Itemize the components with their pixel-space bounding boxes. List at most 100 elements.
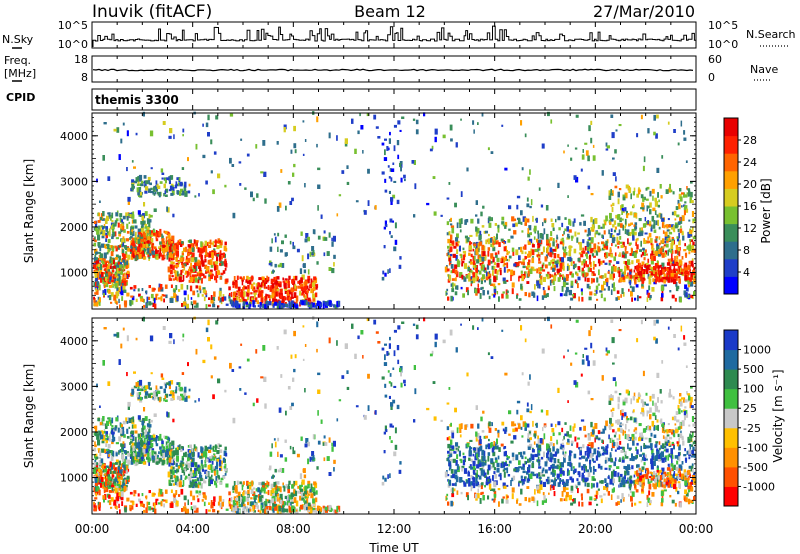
power-cell [293, 283, 295, 289]
power-cell [546, 247, 549, 253]
velocity-cell [171, 453, 174, 459]
velocity-cell [214, 480, 217, 486]
power-cell [547, 271, 550, 274]
velocity-cell [155, 459, 159, 462]
velocity-cell [131, 456, 135, 462]
power-cell [99, 217, 103, 221]
velocity-cell [183, 471, 186, 476]
power-cell [216, 245, 220, 250]
velocity-cell [163, 503, 165, 508]
velocity-cell [97, 448, 101, 451]
power-cell [468, 240, 471, 246]
power-cell [165, 188, 169, 193]
power-cell [201, 294, 204, 297]
velocity-cell [142, 425, 146, 431]
velocity-cell [178, 382, 181, 386]
power-cell [234, 280, 238, 283]
power-cell [656, 214, 659, 218]
velocity-cell [137, 493, 140, 497]
y-tick-label: 1000 [60, 267, 88, 280]
power-cell [116, 287, 119, 292]
power-cell [527, 228, 530, 234]
power-cell [570, 280, 574, 286]
power-cell [641, 279, 644, 284]
power-cell [461, 260, 465, 264]
power-cell [659, 242, 661, 246]
power-cell [577, 283, 579, 289]
power-cell [243, 291, 246, 297]
power-cell [367, 200, 370, 206]
power-cell [573, 293, 576, 298]
power-cell [660, 269, 663, 276]
power-cell [597, 283, 600, 286]
power-cell [534, 248, 538, 253]
power-cell [213, 263, 216, 266]
velocity-cell [116, 495, 120, 502]
power-cell [468, 245, 472, 251]
velocity-cell [131, 434, 134, 439]
velocity-cell [128, 426, 131, 429]
power-cell [477, 278, 480, 283]
power-cell [299, 290, 302, 296]
velocity-cell [182, 480, 185, 486]
power-cell [223, 296, 227, 301]
power-cell [283, 296, 286, 301]
power-cell [671, 247, 674, 252]
power-cell [205, 271, 208, 274]
velocity-cell [246, 485, 250, 489]
power-cell [140, 233, 143, 237]
power-cell [175, 295, 178, 302]
power-cell [626, 213, 630, 216]
power-cell [168, 252, 172, 259]
velocity-cell [138, 459, 142, 464]
power-cell [605, 142, 608, 147]
power-cell [641, 227, 643, 233]
power-cell [686, 270, 689, 274]
power-cell [324, 237, 328, 241]
power-cell [460, 254, 463, 259]
power-cell [262, 303, 265, 308]
velocity-cell [212, 502, 216, 507]
power-cell [593, 255, 596, 258]
power-cell [561, 237, 564, 240]
power-cell [246, 280, 250, 284]
velocity-cell [125, 486, 128, 491]
power-cell [276, 291, 279, 294]
power-cell [693, 248, 697, 253]
power-cell [618, 124, 622, 127]
velocity-cell [101, 423, 105, 426]
power-cell [105, 226, 108, 232]
power-cell [559, 269, 562, 272]
power-cell [565, 290, 568, 297]
velocity-cell [140, 501, 144, 507]
power-cell [527, 262, 530, 265]
power-cell [690, 191, 693, 198]
power-cell [217, 173, 221, 179]
power-cell [143, 202, 146, 207]
power-cell [469, 268, 472, 273]
power-cell [132, 211, 135, 218]
power-cell [158, 253, 161, 259]
power-cell [195, 143, 198, 150]
power-cell [162, 294, 166, 297]
power-cell [686, 245, 690, 250]
power-cell [273, 296, 276, 299]
power-cell [612, 273, 615, 279]
power-cell [522, 246, 526, 250]
power-cell [117, 222, 120, 228]
power-cell [221, 261, 224, 266]
power-cell [657, 204, 660, 208]
velocity-cell [106, 470, 110, 477]
power-cell [331, 268, 335, 274]
power-cell [161, 177, 164, 180]
velocity-cell [125, 417, 128, 423]
power-cell [538, 261, 542, 264]
power-cell [582, 149, 584, 153]
power-cell [677, 142, 680, 146]
power-cell [269, 295, 273, 299]
power-cell [103, 268, 107, 271]
power-cell [535, 218, 537, 221]
power-cell [600, 226, 604, 229]
power-cell [590, 137, 593, 144]
power-cell [520, 210, 523, 216]
